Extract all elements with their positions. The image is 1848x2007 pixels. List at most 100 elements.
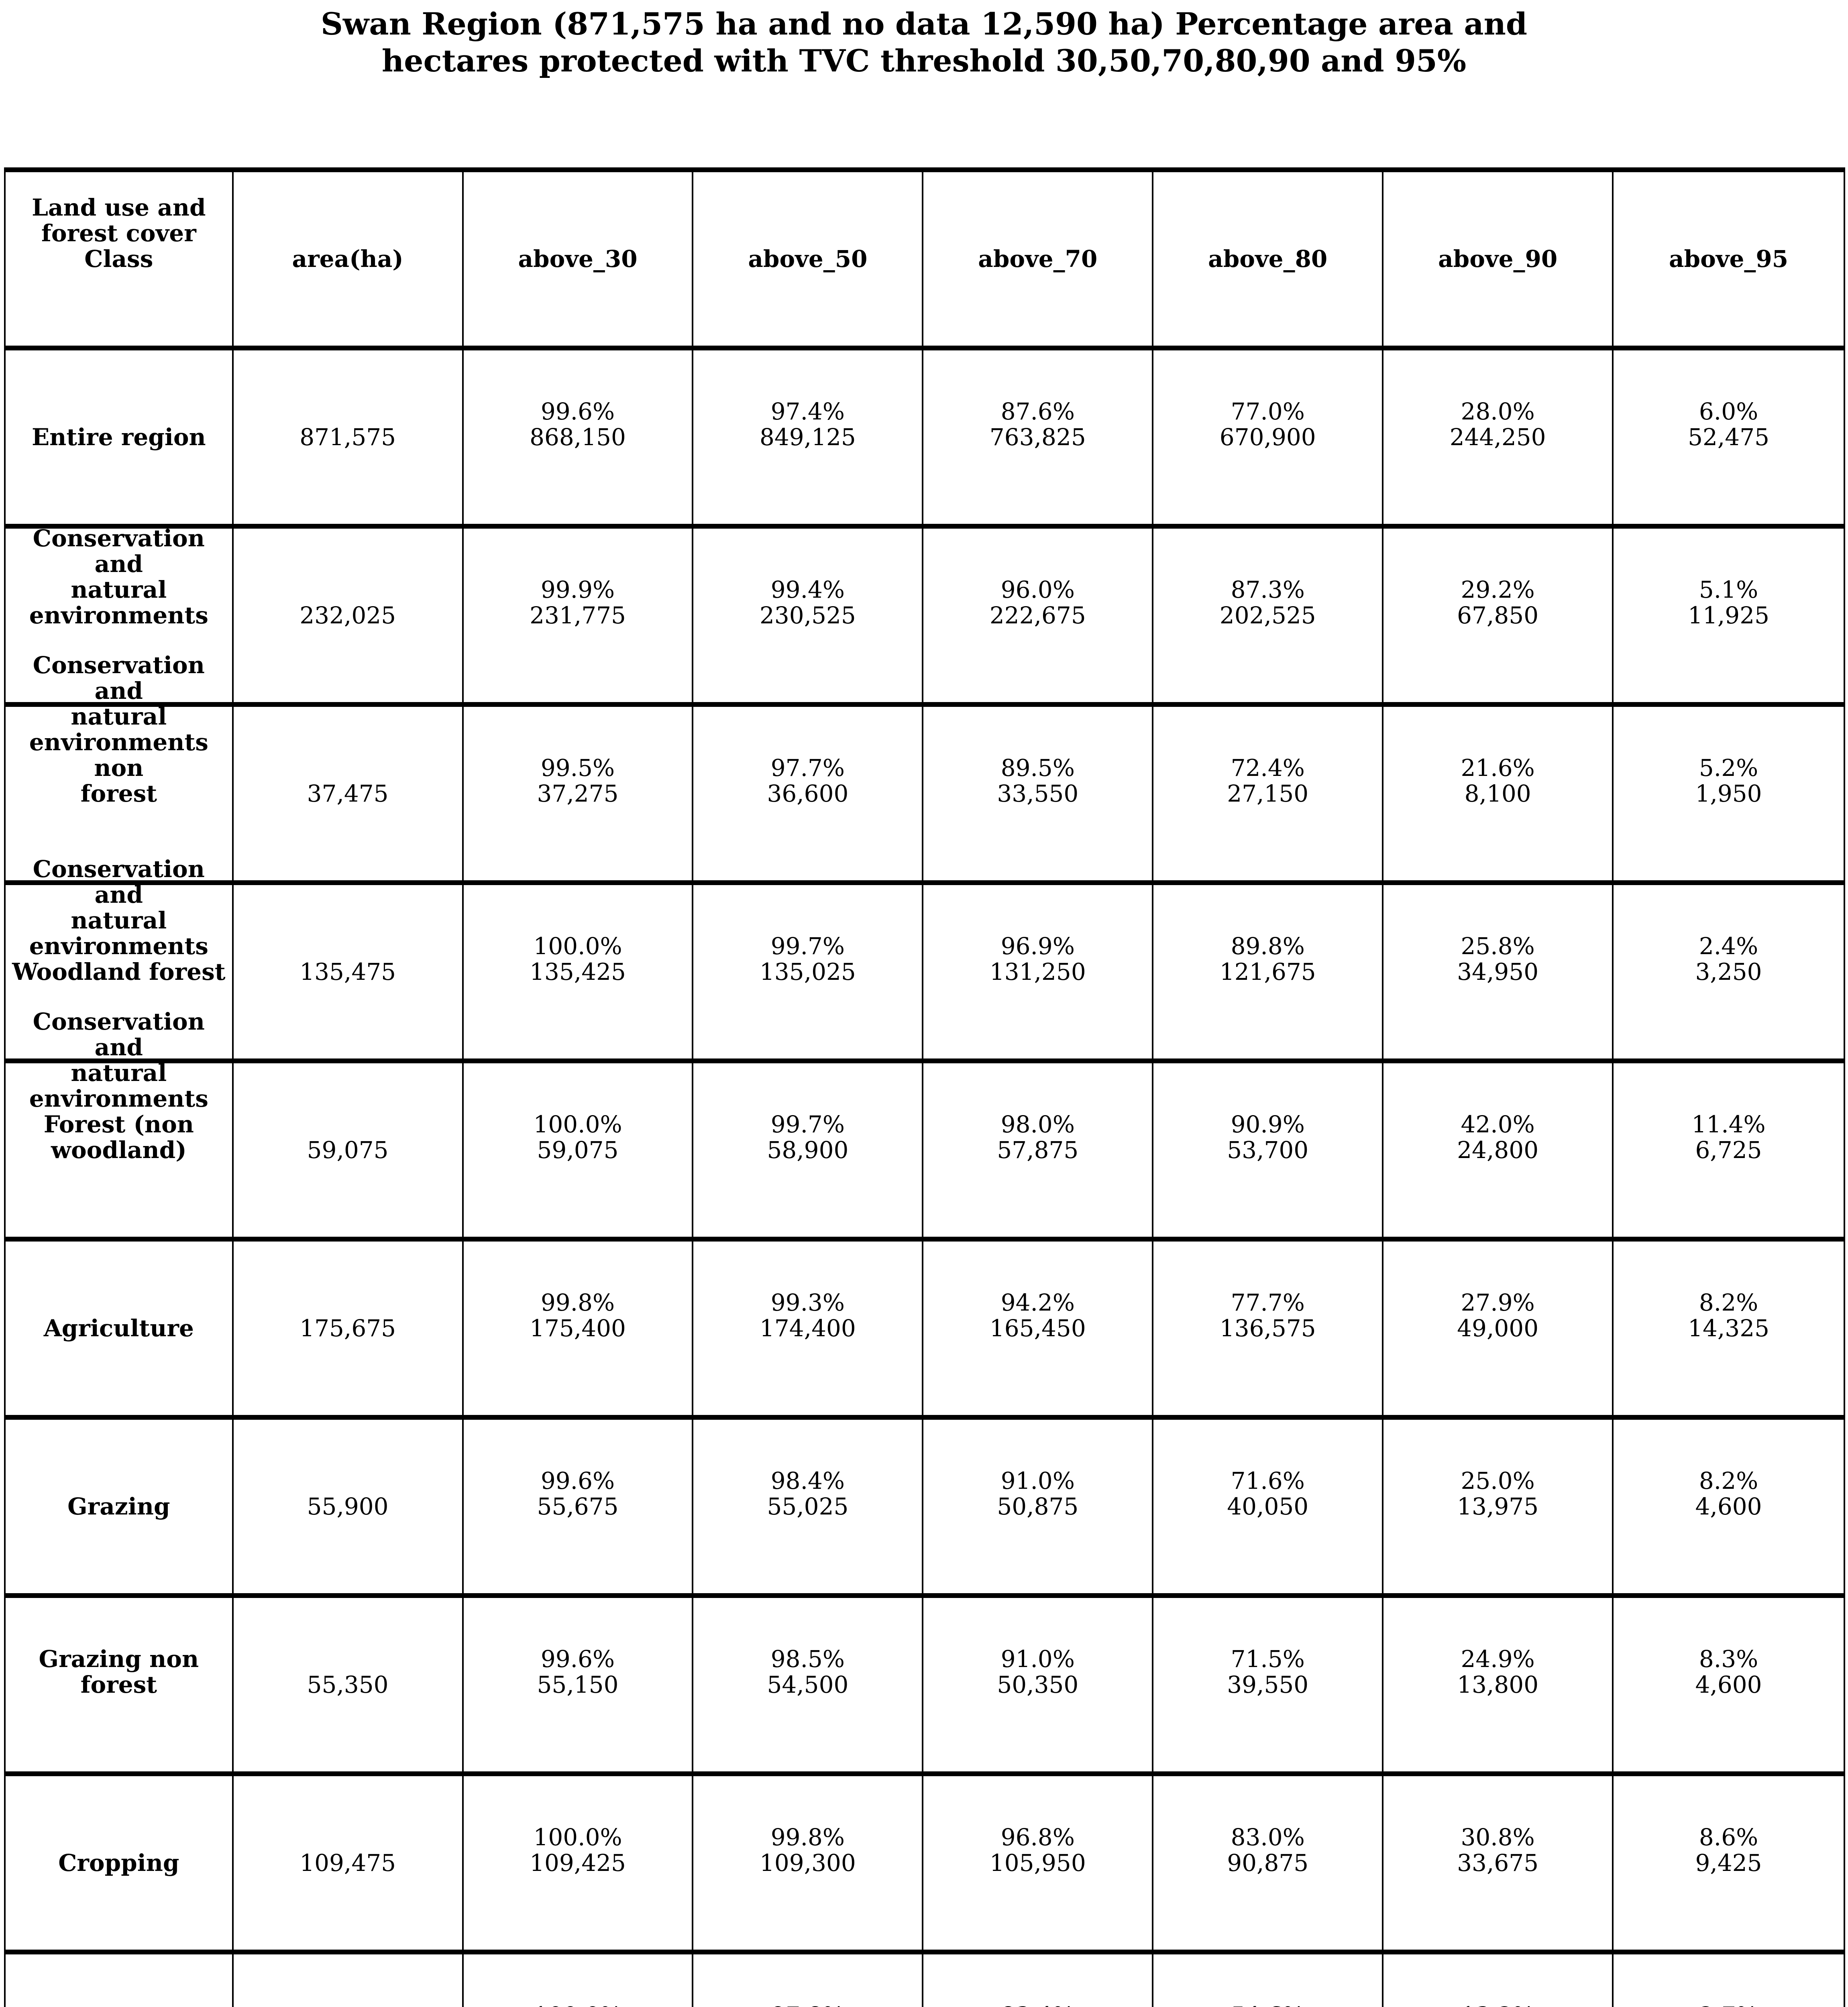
above-50-cell: 99.4% 230,525 (693, 529, 924, 702)
land-use-cell: Grazing (6, 1420, 234, 1593)
above-30-cell: 99.6% 55,150 (464, 1598, 694, 1771)
above-70-cell: 89.5% 33,550 (923, 707, 1154, 880)
above-50-cell: 98.5% 54,500 (693, 1598, 924, 1771)
table-row: Irrigation 10,075 100.0%10,075 97.8%9,85… (6, 1954, 1844, 2007)
above-90-cell: 29.2% 67,850 (1383, 529, 1614, 702)
header-area-ha: area(ha) (234, 172, 464, 346)
land-use-cell: Entire region (6, 350, 234, 524)
area-cell: 232,025 (234, 529, 464, 702)
above-70-cell: 96.8% 105,950 (923, 1776, 1154, 1950)
above-80-cell: 54.6%5,500 (1153, 1954, 1384, 2007)
above-50-cell: 97.7% 36,600 (693, 707, 924, 880)
above-50-cell: 99.7% 58,900 (693, 1063, 924, 1237)
above-80-cell: 71.5% 39,550 (1153, 1598, 1384, 1771)
header-above-30: above_30 (464, 172, 694, 346)
above-30-cell: 99.6% 55,675 (464, 1420, 694, 1593)
area-cell: 871,575 (234, 350, 464, 524)
land-use-cell: Conservation and natural environments Fo… (6, 1009, 234, 1237)
header-above-70: above_70 (923, 172, 1154, 346)
above-80-cell: 77.0% 670,900 (1153, 350, 1384, 524)
page-title: Swan Region (871,575 ha and no data 12,5… (321, 6, 1527, 79)
above-80-cell: 72.4% 27,150 (1153, 707, 1384, 880)
above-95-cell: 6.0% 52,475 (1688, 398, 1770, 451)
above-90-cell: 21.6% 8,100 (1383, 707, 1614, 880)
above-30-cell: 100.0% 59,075 (464, 1063, 694, 1237)
above-70-cell: 96.0% 222,675 (923, 529, 1154, 702)
above-90-cell: 42.0% 24,800 (1383, 1063, 1614, 1237)
above-80-cell: 83.0% 90,875 (1153, 1776, 1384, 1950)
table-row: Conservation and natural environments Fo… (6, 1009, 1844, 1242)
above-80-cell: 89.8% 121,675 (1153, 885, 1384, 1058)
above-70-cell: 96.9% 131,250 (923, 885, 1154, 1058)
table-body: Entire region 871,575 99.6% 868,150 97.4%… (6, 350, 1844, 2007)
table-row: Conservation and natural environments 23… (6, 525, 1844, 707)
above-50-cell: 99.8% 109,300 (693, 1776, 924, 1950)
above-95-cell: 8.2% 4,600 (1695, 1467, 1762, 1520)
land-use-cell: Conservation and natural environments no… (6, 652, 234, 880)
land-use-cell: Agriculture (6, 1242, 234, 1415)
above-70-cell: 91.0% 50,875 (923, 1420, 1154, 1593)
header-above-80: above_80 (1153, 172, 1384, 346)
above-90-cell: 25.0% 13,975 (1383, 1420, 1614, 1593)
above-90-cell: 24.9% 13,800 (1383, 1598, 1614, 1771)
above-90-cell: 28.0% 244,250 (1383, 350, 1614, 524)
header-above-90: above_90 (1383, 172, 1614, 346)
above-30-cell: 100.0% 135,425 (464, 885, 694, 1058)
above-95-cell: 8.6% 9,425 (1695, 1824, 1762, 1877)
area-cell: 109,475 (234, 1776, 464, 1950)
area-cell: 37,475 (234, 707, 464, 880)
table-row: Conservation and natural environments no… (6, 652, 1844, 885)
above-30-cell: 100.0% 109,425 (464, 1776, 694, 1950)
table-header-row: Land use and forest cover Class area(ha)… (6, 172, 1844, 350)
above-70-cell: 87.6% 763,825 (923, 350, 1154, 524)
above-95-cell: 8.2% 14,325 (1688, 1289, 1770, 1342)
land-use-cell: Cropping (6, 1776, 234, 1950)
above-50-cell: 97.8%9,850 (693, 1954, 924, 2007)
above-90-cell: 25.8% 34,950 (1383, 885, 1614, 1058)
above-70-cell: 94.2% 165,450 (923, 1242, 1154, 1415)
above-80-cell: 90.9% 53,700 (1153, 1063, 1384, 1237)
header-above-50: above_50 (693, 172, 924, 346)
above-95-cell: 5.1% 11,925 (1688, 576, 1770, 629)
above-50-cell: 98.4% 55,025 (693, 1420, 924, 1593)
data-table: Land use and forest cover Class area(ha)… (4, 167, 1845, 2007)
above-95-cell: 11.4% 6,725 (1691, 1111, 1766, 1164)
land-use-cell: Conservation and natural environments (6, 525, 234, 702)
above-95-cell: 2.7%275 (1614, 1954, 1844, 2007)
land-use-cell: Irrigation (6, 1954, 234, 2007)
area-cell: 59,075 (234, 1063, 464, 1237)
area-cell: 175,675 (234, 1242, 464, 1415)
above-95-cell: 5.2% 1,950 (1695, 754, 1762, 807)
above-95-cell: 8.3% 4,600 (1695, 1645, 1762, 1698)
above-70-cell: 98.0% 57,875 (923, 1063, 1154, 1237)
table-row: Grazing 55,900 99.6% 55,675 98.4% 55,025 9… (6, 1420, 1844, 1598)
above-30-cell: 99.8% 175,400 (464, 1242, 694, 1415)
table-row: Conservation and natural environments Wo… (6, 856, 1844, 1063)
land-use-cell: Grazing non forest (6, 1598, 234, 1771)
table-row: Entire region 871,575 99.6% 868,150 97.4%… (6, 350, 1844, 529)
area-cell: 55,350 (234, 1598, 464, 1771)
above-30-cell: 99.6% 868,150 (464, 350, 694, 524)
above-30-cell: 100.0%10,075 (464, 1954, 694, 2007)
area-cell: 10,075 (234, 1954, 464, 2007)
header-above-95: above_95 (1669, 245, 1789, 273)
land-use-cell: Conservation and natural environments Wo… (6, 856, 234, 1058)
above-90-cell: 27.9% 49,000 (1383, 1242, 1614, 1415)
above-50-cell: 99.3% 174,400 (693, 1242, 924, 1415)
table-row: Grazing non forest 55,350 99.6% 55,150 98… (6, 1598, 1844, 1776)
above-30-cell: 99.5% 37,275 (464, 707, 694, 880)
header-land-use: Land use and forest cover Class (6, 172, 234, 346)
above-80-cell: 71.6% 40,050 (1153, 1420, 1384, 1593)
above-95-cell: 2.4% 3,250 (1695, 932, 1762, 985)
above-50-cell: 97.4% 849,125 (693, 350, 924, 524)
above-70-cell: 83.4%8,400 (923, 1954, 1154, 2007)
above-30-cell: 99.9% 231,775 (464, 529, 694, 702)
table-row: Agriculture 175,675 99.8% 175,400 99.3% 17… (6, 1242, 1844, 1420)
above-90-cell: 30.8% 33,675 (1383, 1776, 1614, 1950)
area-cell: 135,475 (234, 885, 464, 1058)
above-80-cell: 87.3% 202,525 (1153, 529, 1384, 702)
above-80-cell: 77.7% 136,575 (1153, 1242, 1384, 1415)
area-cell: 55,900 (234, 1420, 464, 1593)
above-90-cell: 13.2%1,325 (1383, 1954, 1614, 2007)
